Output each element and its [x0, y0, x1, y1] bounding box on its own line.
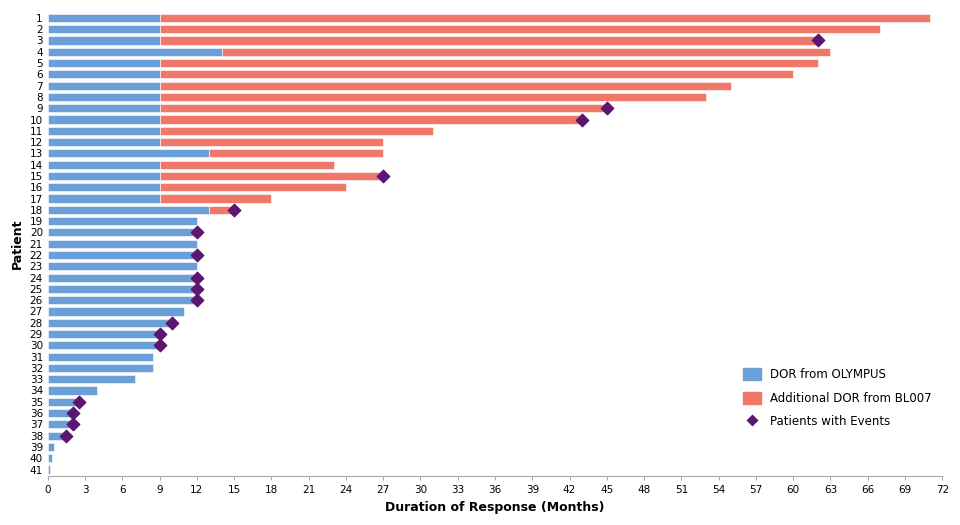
Bar — [159, 104, 607, 112]
Bar — [48, 217, 197, 225]
Bar — [48, 81, 159, 90]
Bar — [48, 127, 159, 135]
Point — [189, 274, 204, 282]
Bar — [159, 194, 272, 203]
Legend: DOR from OLYMPUS, Additional DOR from BL007, Patients with Events: DOR from OLYMPUS, Additional DOR from BL… — [738, 363, 936, 433]
Bar — [48, 308, 184, 316]
Bar — [48, 70, 159, 78]
Point — [189, 296, 204, 304]
Bar — [48, 149, 209, 158]
Bar — [48, 386, 98, 395]
Bar — [159, 116, 582, 123]
Bar — [48, 353, 154, 361]
Bar — [159, 127, 433, 135]
Y-axis label: Patient: Patient — [12, 218, 24, 269]
Point — [189, 228, 204, 237]
Bar — [222, 48, 830, 56]
Bar — [48, 206, 209, 214]
Bar — [209, 206, 234, 214]
Point — [574, 116, 589, 124]
Point — [189, 251, 204, 259]
Bar — [48, 341, 159, 350]
Point — [810, 36, 826, 45]
Bar — [48, 104, 159, 112]
Bar — [209, 149, 383, 158]
Bar — [48, 466, 50, 474]
Point — [152, 330, 167, 338]
Point — [189, 285, 204, 293]
Bar — [159, 36, 818, 45]
Bar — [48, 330, 159, 338]
Bar — [48, 262, 197, 270]
Bar — [48, 59, 159, 67]
Bar — [48, 274, 197, 281]
Bar — [159, 138, 383, 146]
Bar — [48, 14, 159, 22]
Bar — [48, 421, 73, 428]
Bar — [159, 172, 383, 180]
Point — [59, 432, 74, 440]
Bar — [48, 228, 197, 236]
Bar — [48, 138, 159, 146]
Bar — [48, 454, 52, 463]
Bar — [48, 375, 134, 383]
Bar — [48, 161, 159, 169]
Point — [152, 341, 167, 350]
Bar — [159, 81, 732, 90]
Bar — [48, 183, 159, 191]
Bar — [48, 116, 159, 123]
Bar — [48, 319, 172, 327]
Bar — [159, 14, 930, 22]
Bar — [48, 296, 197, 304]
Bar — [159, 25, 880, 33]
Bar — [159, 59, 818, 67]
Bar — [159, 70, 793, 78]
Bar — [48, 194, 159, 203]
Bar — [48, 364, 154, 372]
Bar — [48, 285, 197, 293]
Bar — [48, 93, 159, 101]
Bar — [48, 251, 197, 259]
Bar — [48, 398, 79, 406]
Point — [65, 409, 81, 417]
Bar — [48, 36, 159, 45]
Bar — [48, 48, 222, 56]
X-axis label: Duration of Response (Months): Duration of Response (Months) — [385, 501, 605, 514]
Bar — [48, 25, 159, 33]
Bar — [159, 183, 346, 191]
Bar — [48, 443, 54, 451]
Point — [65, 420, 81, 428]
Point — [71, 397, 86, 406]
Point — [227, 206, 242, 214]
Point — [164, 319, 180, 327]
Point — [599, 104, 614, 112]
Bar — [48, 409, 73, 417]
Bar — [159, 161, 333, 169]
Point — [375, 172, 391, 180]
Bar — [159, 93, 707, 101]
Bar — [48, 239, 197, 248]
Bar — [48, 172, 159, 180]
Bar — [48, 432, 66, 440]
